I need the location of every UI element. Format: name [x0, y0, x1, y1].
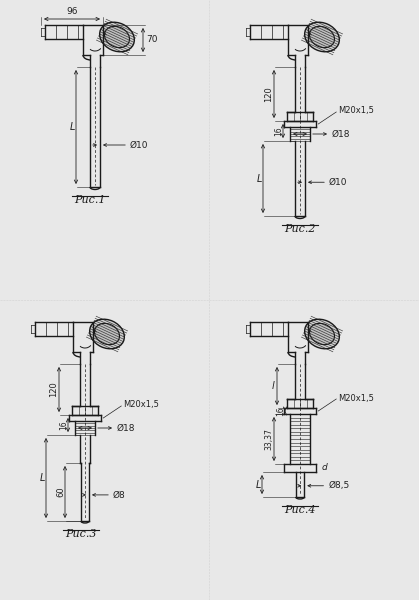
Text: 16: 16 [59, 420, 68, 430]
Text: Ø18: Ø18 [117, 424, 135, 433]
Text: L: L [39, 473, 45, 483]
Ellipse shape [95, 323, 119, 344]
Text: 120: 120 [264, 86, 274, 102]
Text: 60: 60 [57, 487, 65, 497]
Text: d: d [321, 463, 327, 473]
Text: Рис.2: Рис.2 [284, 224, 316, 234]
Text: M20x1,5: M20x1,5 [338, 107, 374, 115]
Ellipse shape [104, 26, 129, 47]
Text: Ø8: Ø8 [113, 490, 126, 499]
Text: L: L [69, 122, 75, 132]
Text: Рис.4: Рис.4 [284, 505, 316, 515]
Text: L: L [255, 479, 261, 490]
Text: Ø8,5: Ø8,5 [328, 481, 349, 490]
Text: 16: 16 [274, 126, 284, 136]
Text: 120: 120 [49, 382, 59, 397]
Ellipse shape [90, 319, 124, 349]
Text: 70: 70 [146, 35, 158, 44]
Ellipse shape [310, 26, 334, 47]
Text: Ø10: Ø10 [329, 178, 347, 187]
Ellipse shape [310, 323, 334, 344]
Ellipse shape [305, 319, 339, 349]
Text: Рис.3: Рис.3 [65, 529, 97, 539]
Text: Ø18: Ø18 [332, 130, 351, 139]
Text: 33,37: 33,37 [264, 428, 274, 450]
Text: 16: 16 [277, 406, 285, 416]
Text: Рис.1: Рис.1 [74, 195, 106, 205]
Ellipse shape [305, 22, 339, 52]
Text: 96: 96 [66, 7, 78, 16]
Text: L: L [256, 173, 262, 184]
Ellipse shape [100, 22, 134, 52]
Text: l: l [272, 381, 274, 391]
Text: Ø10: Ø10 [130, 140, 148, 149]
Text: M20x1,5: M20x1,5 [123, 401, 159, 409]
Text: M20x1,5: M20x1,5 [338, 394, 374, 403]
